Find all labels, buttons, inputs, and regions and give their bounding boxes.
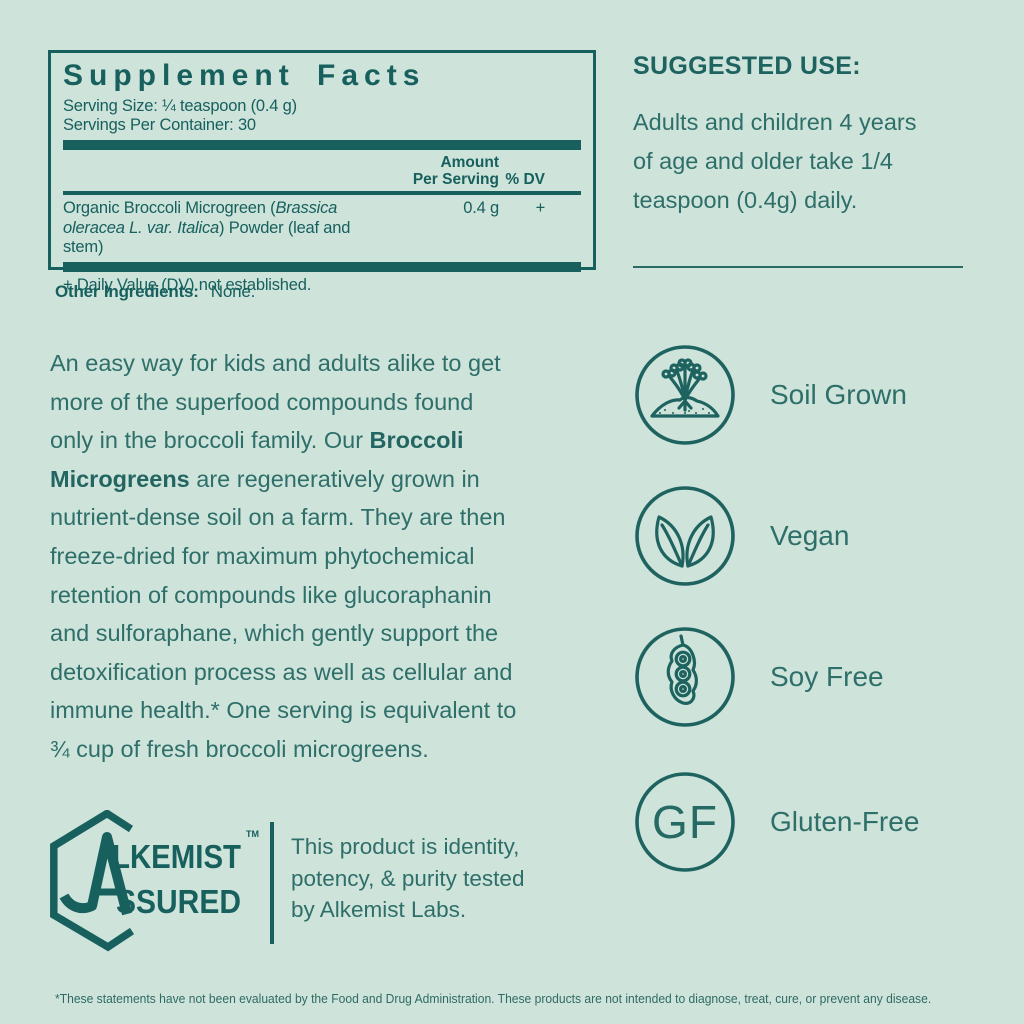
text-line: immune health.* One serving is equivalen…: [50, 697, 517, 724]
text-line: detoxification process as well as cellul…: [50, 658, 513, 685]
divider-line: [633, 266, 963, 268]
vegan-leaves-icon: [635, 486, 735, 586]
other-ingredients-value: None.: [210, 282, 256, 301]
soil-grown-icon: [635, 345, 735, 445]
divider-bar: [63, 140, 581, 150]
other-ingredients: Other Ingredients: None.: [55, 282, 255, 302]
text-line: teaspoon (0.4g) daily.: [633, 187, 858, 213]
fda-disclaimer: *These statements have not been evaluate…: [55, 991, 932, 1006]
gluten-free-gf-icon: GF: [635, 772, 735, 872]
text-line: of age and older take 1/4: [633, 148, 894, 174]
logo-word-bottom: SSURED: [116, 883, 241, 920]
text-line: and sulforaphane, which gently support t…: [50, 620, 499, 647]
badge-soil-grown: Soil Grown: [633, 343, 907, 447]
logo-word-top: LKEMIST: [112, 838, 241, 875]
divider-bar: [63, 261, 581, 272]
supplement-facts-box: Supplement Facts Serving Size: ¼ teaspoo…: [48, 50, 596, 294]
text-line: ¾ cup of fresh broccoli microgreens.: [50, 735, 429, 762]
trademark-mark: TM: [246, 829, 259, 839]
ingredient-name: Organic Broccoli Microgreen (Brassica ol…: [63, 199, 389, 258]
servings-per-container: Servings Per Container: 30: [63, 115, 256, 134]
text-line: freeze-dried for maximum phytochemical: [50, 542, 475, 569]
divider-line: [270, 822, 274, 944]
text-line: by Alkemist Labs.: [291, 897, 467, 922]
badge-soy-free: Soy Free: [633, 625, 884, 729]
other-ingredients-label: Other Ingredients:: [55, 282, 199, 301]
text-line: Microgreens are regeneratively grown in: [50, 465, 480, 492]
table-header: Amount Per Serving % DV: [63, 150, 581, 191]
ingredient-name-post: ) Powder (leaf and stem): [63, 218, 351, 257]
text-line: Adults and children 4 years: [633, 109, 917, 135]
badge-vegan: Vegan: [633, 484, 849, 588]
suggested-use-text: Adults and children 4 years of age and ol…: [633, 103, 969, 220]
amount-header-line1: Amount: [440, 154, 499, 171]
assurance-statement: This product is identity, potency, & puri…: [291, 831, 524, 926]
dv-column-header: % DV: [505, 171, 545, 188]
gf-letters: GF: [652, 796, 718, 848]
text-line: retention of compounds like glucoraphani…: [50, 581, 492, 608]
text-line: potency, & purity tested: [291, 865, 525, 891]
badge-label: Soy Free: [770, 661, 884, 692]
ingredient-amount: 0.4 g: [463, 199, 499, 217]
supplement-facts-title: Supplement Facts: [63, 59, 426, 92]
text-line: An easy way for kids and adults alike to…: [50, 350, 501, 376]
badge-gluten-free: GF Gluten-Free: [633, 770, 919, 874]
text-line: more of the superfood compounds found: [50, 388, 474, 415]
ingredient-name-pre: Organic Broccoli Microgreen (: [63, 199, 276, 217]
amount-column-header: Amount Per Serving: [379, 154, 499, 188]
badge-label: Soil Grown: [770, 379, 907, 410]
suggested-use-section: SUGGESTED USE: Adults and children 4 yea…: [633, 52, 969, 220]
text-line: This product is identity,: [291, 834, 520, 859]
ingredient-latin-name: Brassica oleracea L. var. Italica: [63, 199, 338, 237]
description-paragraph: An easy way for kids and adults alike to…: [50, 344, 580, 769]
alkemist-assured-logo: LKEMIST SSURED TM: [50, 810, 259, 952]
amount-header-line2: Per Serving: [412, 171, 499, 188]
table-row: Organic Broccoli Microgreen (Brassica ol…: [63, 195, 581, 260]
badge-label: Gluten-Free: [770, 806, 920, 837]
text-line: nutrient-dense soil on a farm. They are …: [50, 504, 506, 531]
soy-pod-icon: [635, 627, 735, 727]
ingredient-dv: +: [535, 199, 546, 217]
suggested-use-title: SUGGESTED USE:: [633, 52, 861, 80]
daily-value-footnote: + Daily Value (DV) not established.: [63, 275, 312, 294]
badge-label: Vegan: [770, 520, 850, 551]
text-line: only in the broccoli family. Our Broccol…: [50, 427, 464, 454]
serving-size: Serving Size: ¼ teaspoon (0.4 g): [63, 97, 297, 115]
divider-bar: [63, 191, 581, 195]
